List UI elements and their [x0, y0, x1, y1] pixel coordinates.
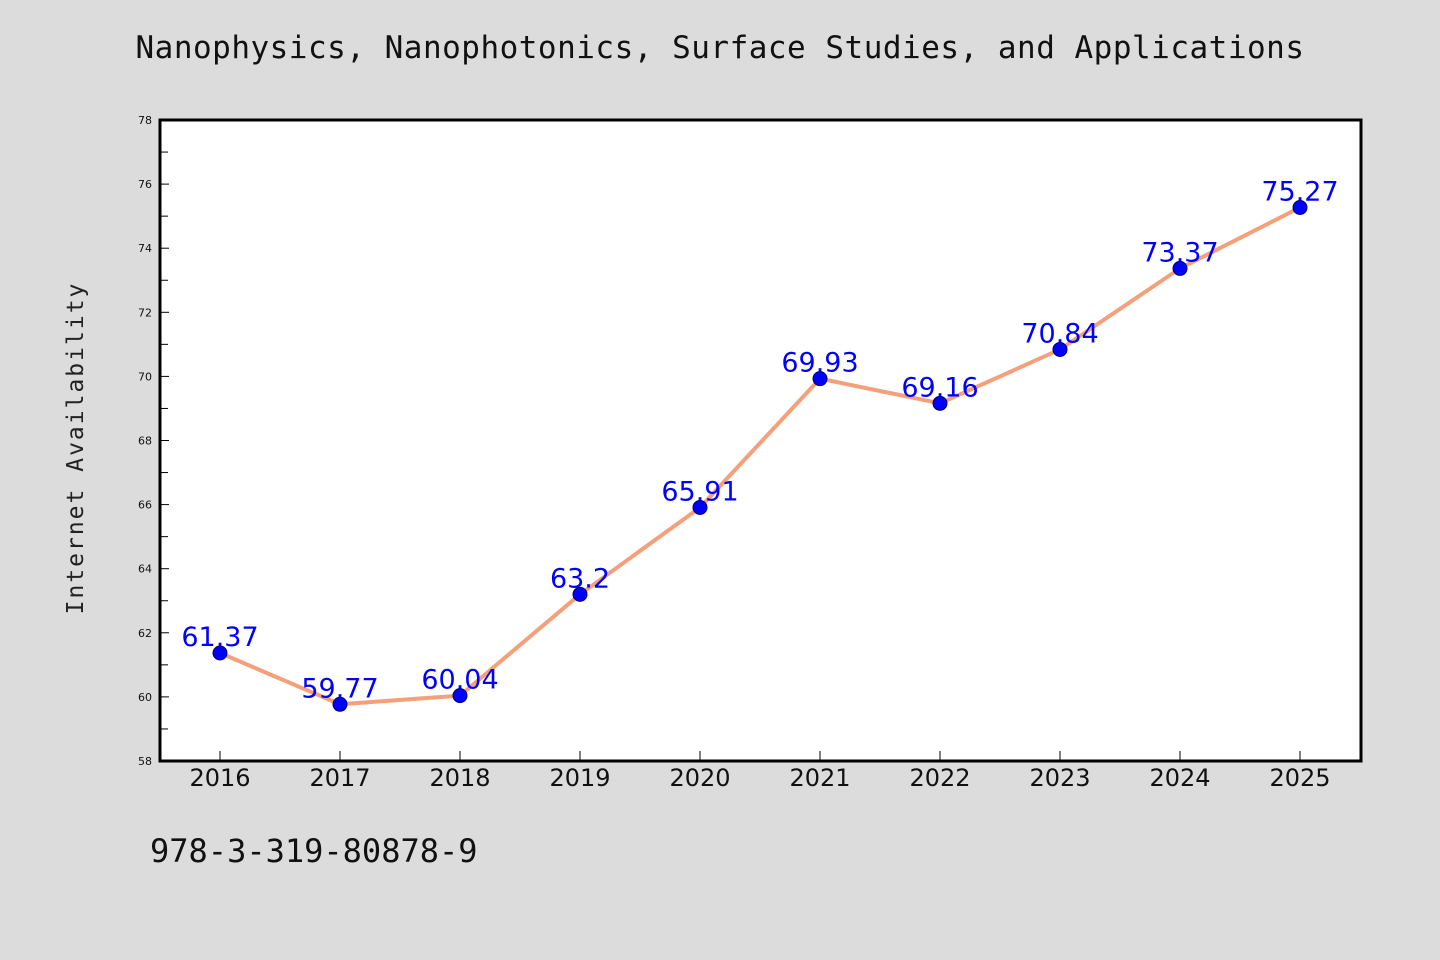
data-point: [452, 688, 468, 704]
chart-title: Nanophysics, Nanophotonics, Surface Stud…: [135, 30, 1305, 66]
x-tick-label: 2022: [909, 764, 970, 792]
y-tick-label: 66: [138, 499, 152, 512]
y-tick-label: 60: [138, 691, 152, 704]
data-label: 61.37: [181, 622, 258, 653]
series-line: [218, 205, 1302, 707]
y-tick-label: 68: [138, 435, 152, 448]
data-label: 63.2: [550, 563, 610, 594]
x-tick-label: 2018: [429, 764, 490, 792]
x-axis: 2016 2017 2018 2019 2020 2021 2022 2023 2024 2025: [189, 751, 1331, 792]
data-point: [332, 696, 348, 712]
data-point: [932, 395, 948, 411]
y-tick-label: 64: [138, 563, 152, 576]
data-point: [1052, 341, 1068, 357]
data-label: 69.16: [901, 372, 978, 403]
data-label: 75.27: [1261, 176, 1338, 207]
data-point: [812, 371, 828, 387]
y-tick-label: 58: [138, 755, 152, 768]
x-tick-label: 2017: [309, 764, 370, 792]
footer-code: 978-3-319-80878-9: [150, 832, 478, 870]
y-tick-label: 62: [138, 627, 152, 640]
data-point: [572, 586, 588, 602]
x-tick-label: 2021: [789, 764, 850, 792]
x-tick-label: 2020: [669, 764, 730, 792]
x-tick-label: 2025: [1269, 764, 1330, 792]
data-labels: 61.37 59.77 60.04 63.2 65.91 69.93 69.16 70.84 7…: [181, 176, 1338, 704]
data-label: 59.77: [301, 673, 378, 704]
data-point: [212, 645, 228, 661]
y-tick-label: 70: [138, 370, 152, 383]
x-tick-label: 2024: [1149, 764, 1210, 792]
y-tick-label: 74: [138, 242, 152, 255]
data-point: [1292, 199, 1308, 215]
data-label: 73.37: [1141, 237, 1218, 268]
data-points: [212, 199, 1308, 712]
x-tick-label: 2016: [189, 764, 250, 792]
data-label: 69.93: [781, 348, 858, 379]
data-label: 60.04: [421, 665, 498, 696]
y-axis: 58 60 62 64 66 68 70 72 74 76 78: [138, 114, 169, 768]
y-tick-label: 76: [138, 178, 152, 191]
data-point: [1172, 260, 1188, 276]
data-label: 65.91: [661, 476, 738, 507]
data-label: 70.84: [1021, 318, 1098, 349]
x-tick-label: 2023: [1029, 764, 1090, 792]
y-tick-label: 72: [138, 306, 152, 319]
x-tick-label: 2019: [549, 764, 610, 792]
y-tick-label: 78: [138, 114, 152, 127]
data-point: [692, 499, 708, 515]
